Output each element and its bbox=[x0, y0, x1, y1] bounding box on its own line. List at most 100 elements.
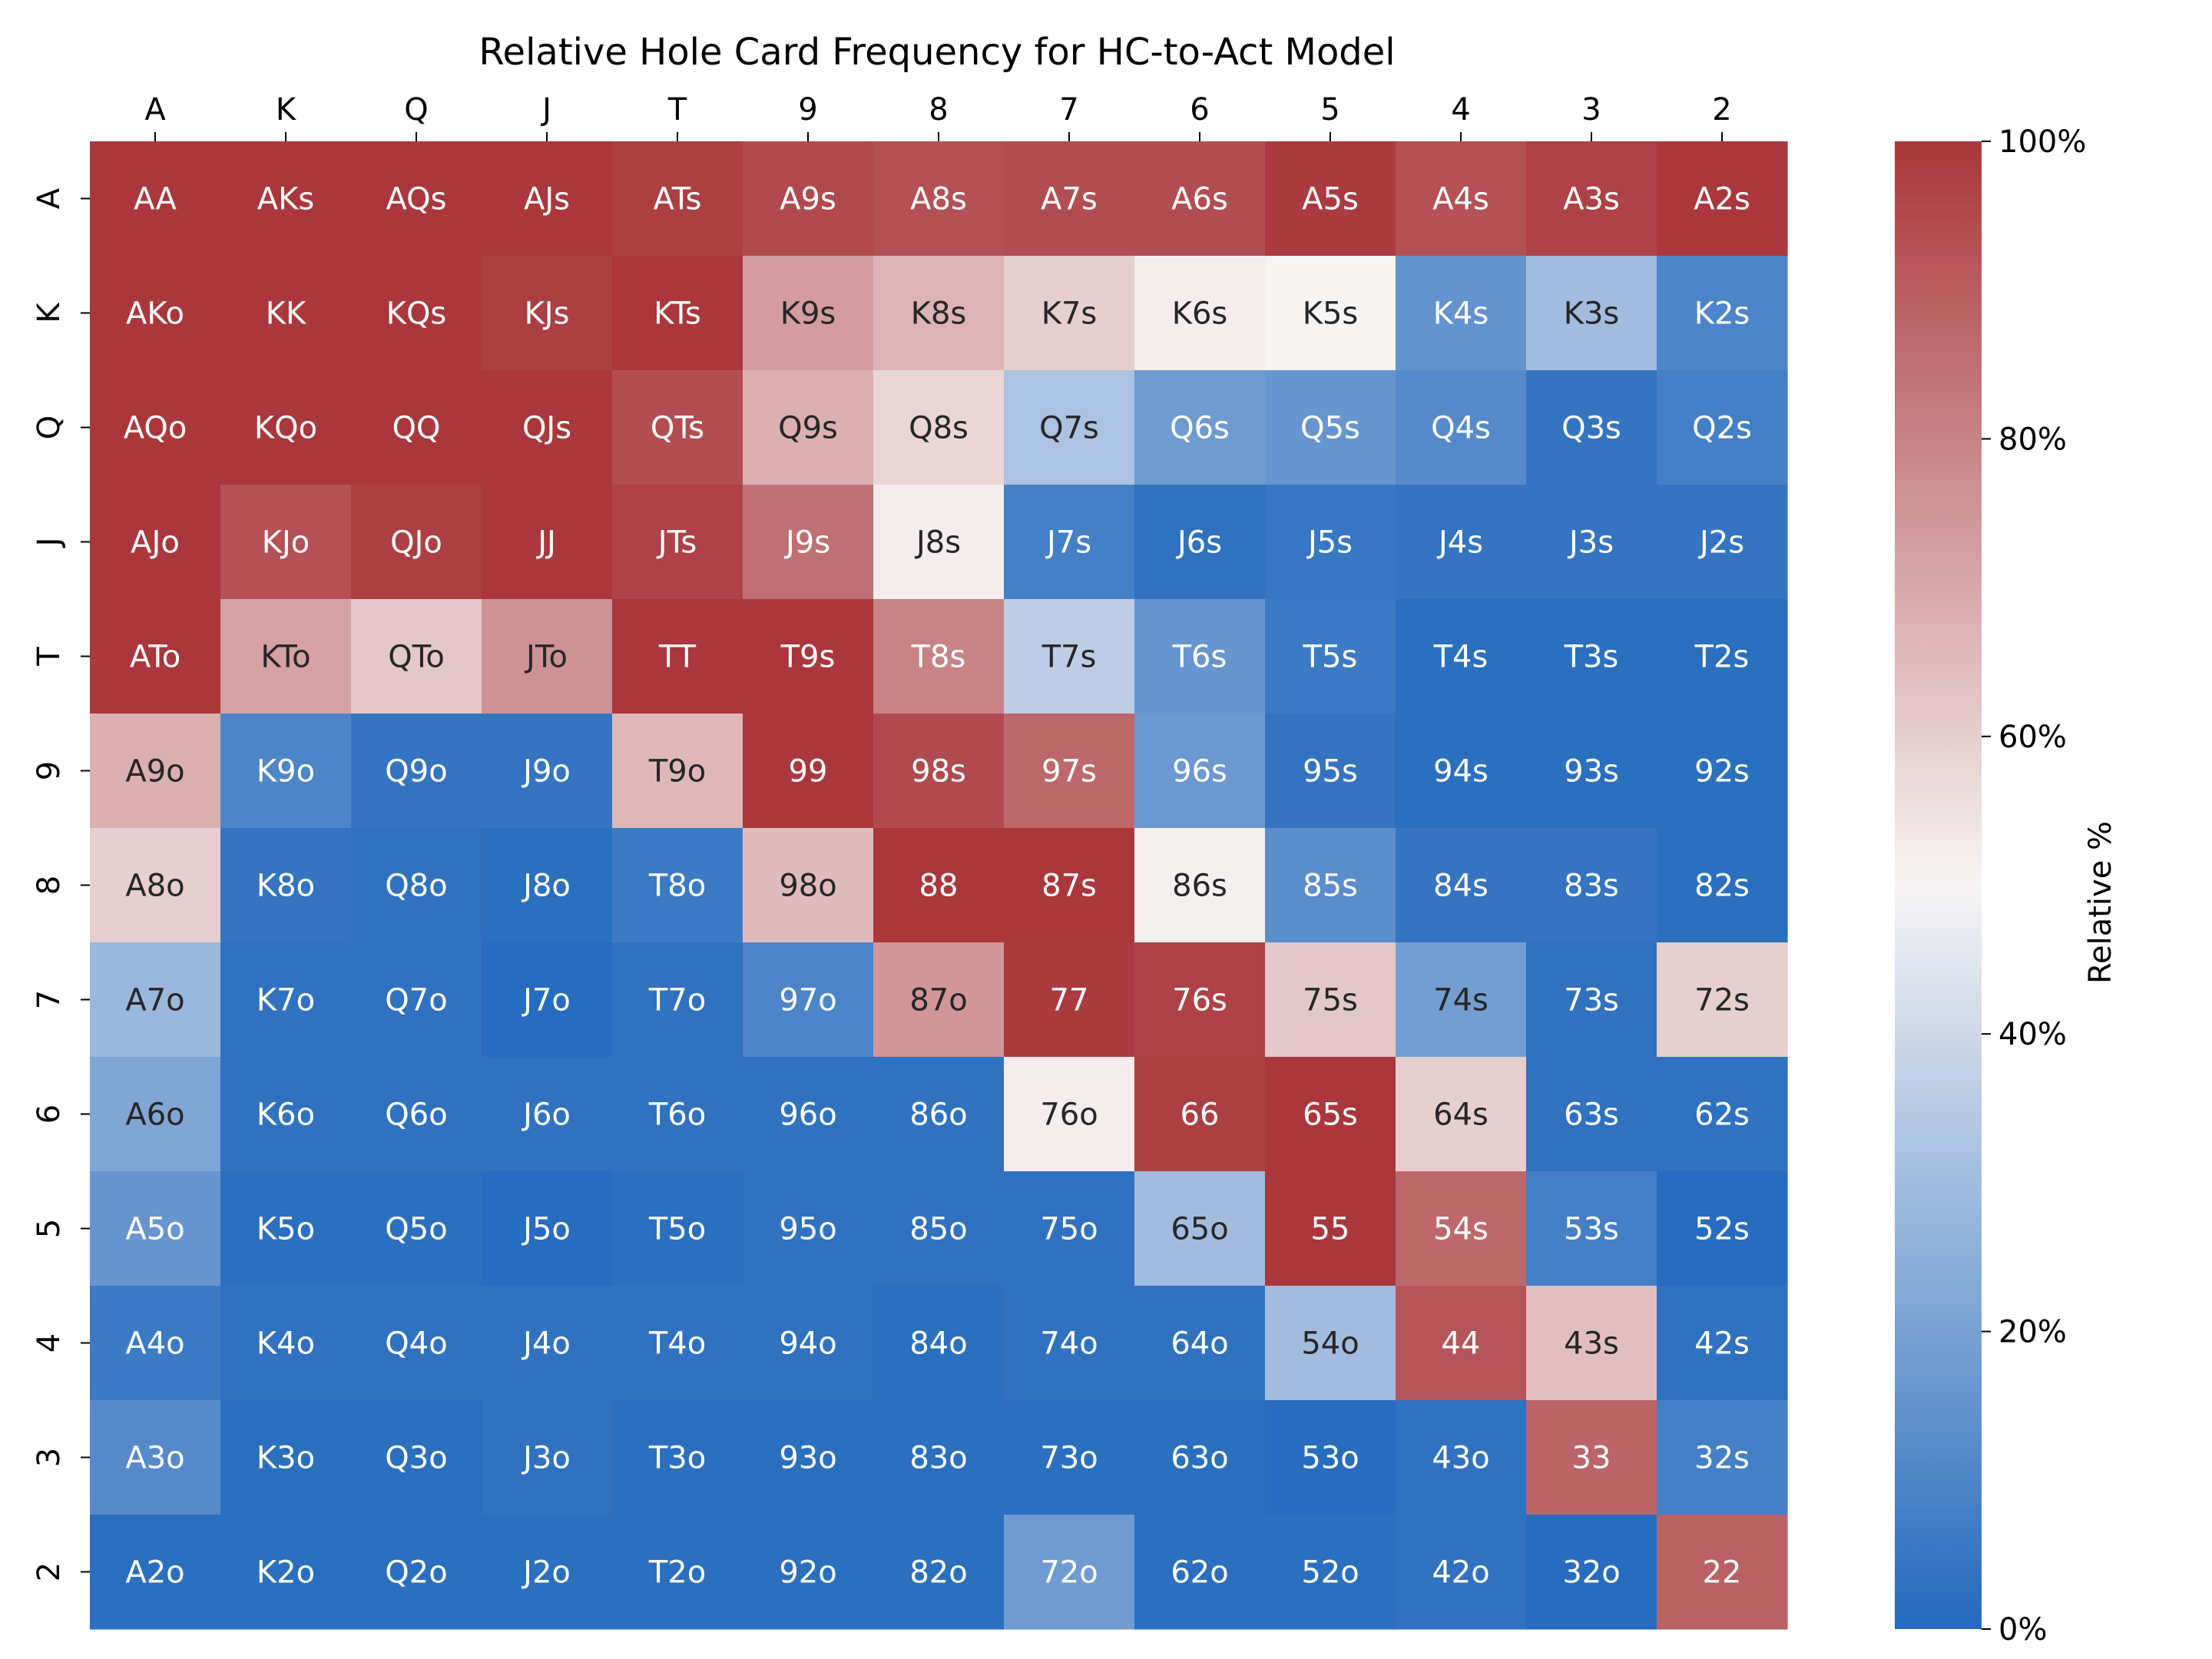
heatmap-cell bbox=[90, 1515, 221, 1630]
heatmap-cell bbox=[220, 370, 352, 485]
cell-label: 42s bbox=[1694, 1326, 1750, 1362]
heatmap-cell bbox=[743, 599, 874, 714]
heatmap-cell bbox=[1004, 1515, 1135, 1630]
cell-label: T4s bbox=[1433, 640, 1488, 675]
heatmap-cell bbox=[612, 1171, 743, 1286]
heatmap-cell bbox=[482, 485, 613, 600]
heatmap-cell bbox=[1396, 485, 1527, 600]
heatmap-cell bbox=[1526, 370, 1657, 485]
heatmap-cell bbox=[1657, 828, 1788, 943]
cell-label: A7o bbox=[125, 983, 184, 1018]
heatmap-cell bbox=[1526, 141, 1657, 257]
heatmap-cell bbox=[482, 1057, 613, 1172]
cell-label: T7s bbox=[1041, 640, 1097, 675]
heatmap-cell bbox=[1396, 828, 1527, 943]
heatmap-cell bbox=[873, 714, 1005, 829]
heatmap-cell bbox=[90, 370, 221, 485]
cell-label: T3s bbox=[1564, 640, 1619, 675]
cell-label: T2o bbox=[648, 1555, 706, 1591]
cell-label: K3s bbox=[1564, 296, 1620, 332]
heatmap-cell bbox=[1526, 256, 1657, 371]
heatmap-cell bbox=[220, 256, 352, 371]
cell-label: 76s bbox=[1172, 983, 1227, 1018]
cell-label: QJo bbox=[390, 525, 442, 561]
cell-label: Q7o bbox=[385, 983, 447, 1018]
heatmap-cell bbox=[1265, 485, 1396, 600]
cell-label: T7o bbox=[648, 983, 706, 1018]
cell-label: KQo bbox=[254, 411, 317, 446]
cell-label: 92o bbox=[779, 1555, 836, 1591]
cell-label: 63s bbox=[1564, 1098, 1619, 1133]
cell-label: 92s bbox=[1694, 754, 1750, 790]
cell-label: Q5s bbox=[1300, 411, 1360, 446]
cell-label: 66 bbox=[1181, 1098, 1220, 1133]
cell-label: 52s bbox=[1694, 1212, 1750, 1247]
cell-label: 97s bbox=[1041, 754, 1097, 790]
heatmap-cell bbox=[482, 370, 613, 485]
heatmap-cell bbox=[1657, 256, 1788, 371]
heatmap-cell bbox=[220, 1515, 352, 1630]
cell-label: 95o bbox=[779, 1212, 836, 1247]
heatmap-cell bbox=[1526, 714, 1657, 829]
x-tick-label: 4 bbox=[1451, 92, 1470, 127]
x-tick-label: 6 bbox=[1190, 92, 1209, 127]
cell-label: 54o bbox=[1301, 1326, 1359, 1362]
y-tick-label: T bbox=[31, 647, 67, 667]
cell-label: KK bbox=[266, 296, 307, 332]
heatmap-cell bbox=[1004, 1171, 1135, 1286]
heatmap-cell bbox=[1657, 942, 1788, 1058]
cell-label: A5o bbox=[125, 1212, 184, 1247]
heatmap-cell bbox=[351, 942, 482, 1058]
heatmap-cell bbox=[1265, 599, 1396, 714]
heatmap-cell bbox=[1265, 1515, 1396, 1630]
heatmap-cell bbox=[90, 828, 221, 943]
x-tick-label: 5 bbox=[1320, 92, 1339, 127]
heatmap-cell bbox=[1134, 256, 1266, 371]
y-tick-label: Q bbox=[31, 416, 67, 439]
cell-label: Q9o bbox=[385, 754, 447, 790]
cell-label: 32s bbox=[1694, 1441, 1750, 1476]
cell-label: Q3o bbox=[385, 1441, 447, 1476]
cell-label: T3o bbox=[648, 1441, 706, 1476]
cell-label: 52o bbox=[1301, 1555, 1359, 1591]
heatmap-cell bbox=[1265, 141, 1396, 257]
cell-label: K6s bbox=[1172, 296, 1228, 332]
heatmap-cell bbox=[351, 370, 482, 485]
heatmap-cell bbox=[1526, 828, 1657, 943]
cell-label: 76o bbox=[1040, 1098, 1098, 1133]
colorbar-tick-label: 20% bbox=[1998, 1315, 2067, 1350]
heatmap-cell bbox=[612, 141, 743, 257]
cell-label: AA bbox=[134, 182, 177, 217]
cell-label: KTs bbox=[654, 296, 701, 332]
heatmap-cell bbox=[1265, 1286, 1396, 1401]
y-tick-label: 8 bbox=[31, 876, 67, 895]
cell-label: Q9s bbox=[778, 411, 838, 446]
heatmap-cell bbox=[482, 256, 613, 371]
heatmap-cell bbox=[873, 1400, 1005, 1515]
cell-label: 85o bbox=[909, 1212, 967, 1247]
cell-label: 54s bbox=[1433, 1212, 1488, 1247]
cell-label: A4o bbox=[125, 1326, 184, 1362]
cell-label: A4s bbox=[1432, 182, 1489, 217]
cell-label: TT bbox=[658, 640, 697, 675]
heatmap-cell bbox=[1657, 714, 1788, 829]
cell-label: 73s bbox=[1564, 983, 1619, 1018]
heatmap-cell bbox=[873, 256, 1005, 371]
y-tick-label: 9 bbox=[31, 761, 67, 780]
cell-label: T6o bbox=[648, 1098, 706, 1133]
y-axis-left: A K Q J T 9 8 7 6 5 4 3 2 bbox=[31, 187, 90, 1581]
cell-label: Q3s bbox=[1561, 411, 1621, 446]
y-tick-label: 7 bbox=[31, 990, 67, 1009]
x-tick-label: 2 bbox=[1712, 92, 1731, 127]
heatmap-cell bbox=[90, 1400, 221, 1515]
heatmap-cell bbox=[1004, 256, 1135, 371]
heatmap-cell bbox=[1134, 1057, 1266, 1172]
heatmap-cell bbox=[1265, 256, 1396, 371]
cell-label: T2s bbox=[1694, 640, 1750, 675]
cell-label: 93o bbox=[779, 1441, 836, 1476]
cell-label: J9o bbox=[521, 754, 571, 790]
heatmap-cell bbox=[743, 714, 874, 829]
cell-label: QTo bbox=[388, 640, 445, 675]
cell-label: A3s bbox=[1563, 182, 1620, 217]
cell-label: 87s bbox=[1041, 869, 1097, 904]
